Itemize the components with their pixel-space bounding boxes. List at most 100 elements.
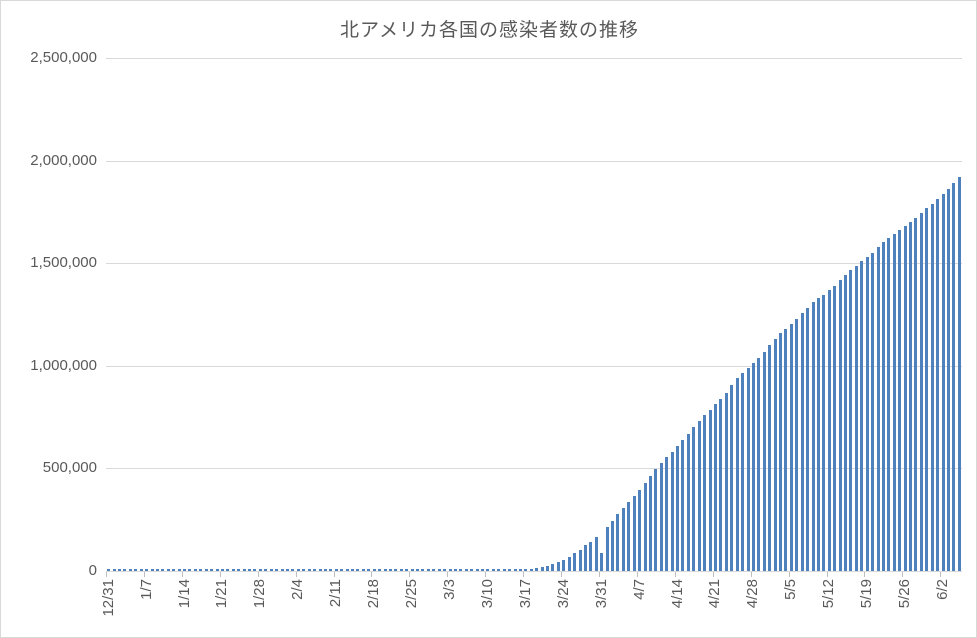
bar xyxy=(594,537,598,571)
bar xyxy=(898,229,902,571)
bar xyxy=(562,559,566,571)
bar xyxy=(605,527,609,571)
bar xyxy=(204,569,208,571)
bar xyxy=(849,269,853,571)
bar xyxy=(421,569,425,571)
bar xyxy=(193,569,197,571)
x-axis-tick-mark xyxy=(826,572,828,577)
bar xyxy=(659,462,663,571)
x-axis-line xyxy=(106,571,962,572)
bar xyxy=(627,501,631,571)
bar xyxy=(513,569,517,571)
bar xyxy=(475,569,479,571)
bar xyxy=(936,199,940,571)
bar xyxy=(296,569,300,571)
x-axis-tick-mark xyxy=(636,572,638,577)
bar xyxy=(578,549,582,571)
bar xyxy=(334,569,338,571)
bar xyxy=(464,569,468,571)
bar xyxy=(865,257,869,571)
bar xyxy=(150,569,154,571)
bar xyxy=(589,541,593,571)
x-axis-tick-mark xyxy=(674,572,676,577)
bar xyxy=(518,569,522,571)
bar xyxy=(735,378,739,571)
x-axis-tick-mark xyxy=(295,572,297,577)
x-axis-tick-label: 5/19 xyxy=(858,579,876,609)
bar xyxy=(188,569,192,571)
bar xyxy=(551,563,555,571)
bar xyxy=(741,372,745,571)
bar xyxy=(226,569,230,571)
x-axis-tick-label: 1/28 xyxy=(251,579,269,609)
bar xyxy=(638,489,642,571)
bar xyxy=(751,363,755,571)
bar xyxy=(746,368,750,571)
x-axis-tick-mark xyxy=(523,572,525,577)
x-axis-tick-mark xyxy=(409,572,411,577)
bar xyxy=(242,569,246,571)
bar xyxy=(854,265,858,571)
x-axis-tick-mark xyxy=(371,572,373,577)
bar xyxy=(784,328,788,571)
bar xyxy=(215,569,219,571)
bar xyxy=(258,569,262,571)
bar xyxy=(827,290,831,571)
x-axis-tick-mark xyxy=(143,572,145,577)
y-gridline xyxy=(106,263,962,265)
bar xyxy=(470,569,474,571)
bar xyxy=(405,569,409,571)
bar xyxy=(616,514,620,571)
bar xyxy=(199,569,203,571)
bar xyxy=(692,427,696,571)
x-axis-tick-mark xyxy=(561,572,563,577)
bar xyxy=(285,569,289,571)
y-axis-tick-label: 500,000 xyxy=(42,459,97,477)
bar xyxy=(383,569,387,571)
bar xyxy=(779,333,782,571)
bar xyxy=(822,294,826,571)
bar xyxy=(367,569,371,571)
bar xyxy=(508,569,512,571)
x-axis-tick-label: 2/18 xyxy=(365,579,383,609)
x-axis-tick-mark xyxy=(333,572,335,577)
bar xyxy=(546,565,550,571)
bar xyxy=(757,357,761,571)
bar xyxy=(231,569,235,571)
bar xyxy=(210,569,214,571)
x-axis-tick-label: 1/14 xyxy=(175,579,193,609)
bar xyxy=(443,569,447,571)
bar xyxy=(665,457,669,571)
bar xyxy=(448,569,452,571)
x-axis-tick-label: 2/11 xyxy=(327,579,345,608)
x-axis-tick-label: 3/31 xyxy=(592,579,610,609)
x-axis-tick-label: 6/2 xyxy=(934,579,952,600)
bar xyxy=(876,247,880,571)
bar xyxy=(437,569,441,571)
bar xyxy=(567,556,571,571)
bar xyxy=(952,183,956,571)
bar xyxy=(844,274,848,571)
bar xyxy=(388,569,392,571)
bar xyxy=(356,569,360,571)
bar xyxy=(529,569,533,571)
bar xyxy=(946,189,950,571)
bar xyxy=(648,476,652,571)
bar xyxy=(291,569,295,571)
x-axis-tick-mark xyxy=(712,572,714,577)
bar xyxy=(323,569,327,571)
bar xyxy=(313,569,317,571)
bar xyxy=(237,569,241,571)
bar xyxy=(670,451,674,571)
bar xyxy=(416,569,420,571)
bar xyxy=(632,495,636,571)
bar xyxy=(372,569,376,571)
y-gridline xyxy=(106,160,962,162)
x-axis-tick-mark xyxy=(106,572,107,577)
bar xyxy=(118,569,122,571)
bar xyxy=(573,553,577,571)
bar xyxy=(351,569,354,571)
bar xyxy=(816,298,820,571)
x-axis-tick-label: 5/5 xyxy=(782,579,800,600)
x-axis-tick-label: 1/7 xyxy=(137,579,155,600)
